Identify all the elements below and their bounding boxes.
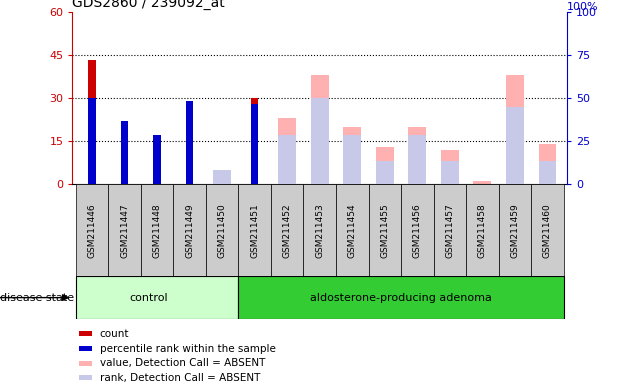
Bar [186,101,193,184]
Bar [278,118,296,184]
Bar [466,184,499,276]
Text: GSM211448: GSM211448 [152,203,161,258]
Bar [539,144,556,184]
Bar [408,127,427,184]
Bar [154,136,161,184]
Bar [213,179,231,184]
Bar [311,75,329,184]
Text: GSM211459: GSM211459 [510,203,520,258]
Text: aldosterone-producing adenoma: aldosterone-producing adenoma [310,293,492,303]
Bar [441,161,459,184]
Bar [304,184,336,276]
Bar [76,184,108,276]
Bar [251,98,258,184]
Text: control: control [130,293,168,303]
Text: GSM211452: GSM211452 [283,203,292,258]
Text: GSM211460: GSM211460 [543,203,552,258]
Text: GSM211450: GSM211450 [217,203,227,258]
Bar [376,147,394,184]
Bar [173,184,206,276]
Bar [506,75,524,184]
Bar [108,184,140,276]
Bar [278,136,296,184]
Bar [121,121,128,184]
Text: count: count [100,328,129,339]
Text: GSM211456: GSM211456 [413,203,422,258]
Text: rank, Detection Call = ABSENT: rank, Detection Call = ABSENT [100,372,260,383]
Text: GSM211454: GSM211454 [348,203,357,258]
Bar [238,184,271,276]
Text: 100%: 100% [567,2,598,12]
Text: GSM211457: GSM211457 [445,203,454,258]
Bar [76,276,238,319]
Bar [88,98,96,184]
Bar [506,107,524,184]
Text: GSM211449: GSM211449 [185,203,194,258]
Text: GSM211446: GSM211446 [88,203,96,258]
Bar [271,184,304,276]
Bar [121,121,128,184]
Bar [154,136,161,184]
Text: GDS2860 / 239092_at: GDS2860 / 239092_at [72,0,225,10]
Bar [408,136,427,184]
Bar [343,136,361,184]
Bar [140,184,173,276]
Text: GSM211458: GSM211458 [478,203,487,258]
Bar [376,161,394,184]
Text: GSM211447: GSM211447 [120,203,129,258]
Bar [251,104,258,184]
Bar [343,127,361,184]
Bar [474,182,491,184]
Bar [311,98,329,184]
Bar [336,184,369,276]
Text: GSM211455: GSM211455 [381,203,389,258]
Bar [401,184,433,276]
Bar [213,170,231,184]
Text: value, Detection Call = ABSENT: value, Detection Call = ABSENT [100,358,265,369]
Bar [206,184,238,276]
Text: GSM211451: GSM211451 [250,203,259,258]
Text: disease state: disease state [0,293,74,303]
Text: GSM211453: GSM211453 [315,203,324,258]
Bar [531,184,564,276]
Bar [88,60,96,184]
Bar [433,184,466,276]
Bar [441,150,459,184]
Bar [369,184,401,276]
Bar [499,184,531,276]
Bar [238,276,564,319]
Text: percentile rank within the sample: percentile rank within the sample [100,344,275,354]
Bar [539,161,556,184]
Bar [186,101,193,184]
